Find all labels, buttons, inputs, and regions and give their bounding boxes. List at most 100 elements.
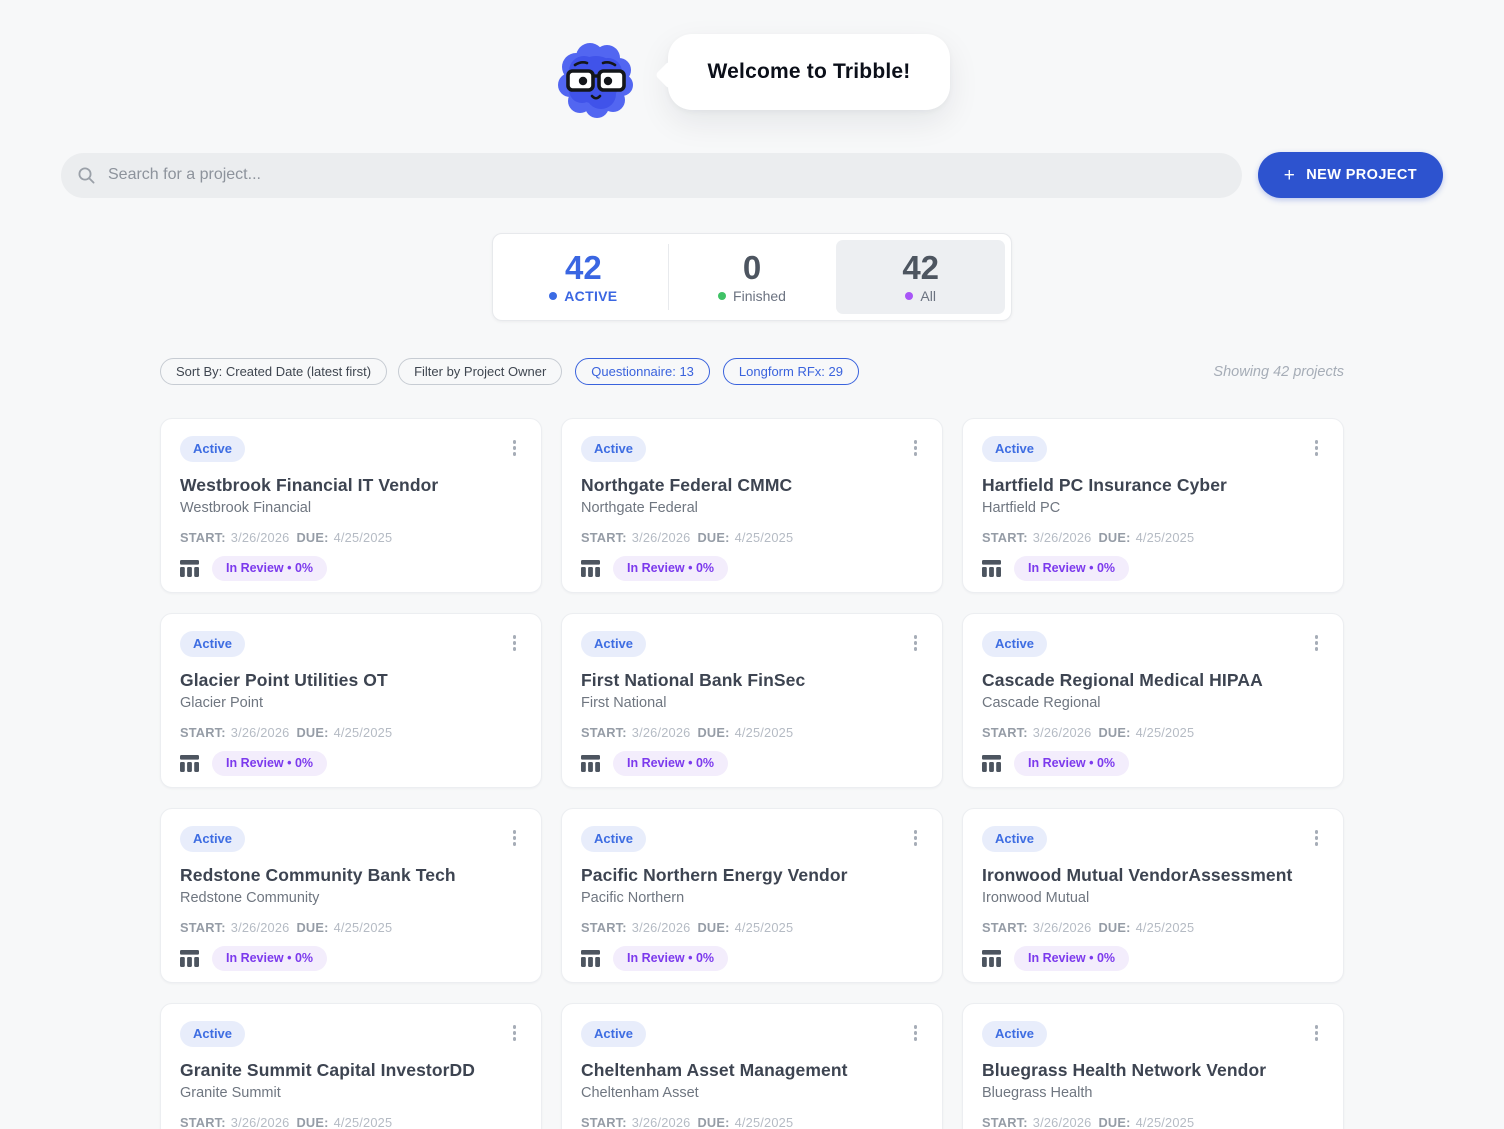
project-dates: START: 3/26/2026 DUE: 4/25/2025	[982, 1115, 1324, 1129]
project-subtitle: First National	[581, 694, 667, 711]
project-card[interactable]: Active Cheltenham Asset Management Chelt…	[561, 1003, 943, 1129]
start-date: 3/26/2026	[230, 529, 290, 545]
project-stats-card: 42 ACTIVE 0 Finished 42 All	[492, 233, 1012, 321]
review-progress-badge: In Review • 0%	[1014, 945, 1130, 971]
status-badge: Active	[982, 1021, 1048, 1047]
kebab-menu-icon[interactable]	[507, 1021, 523, 1045]
start-date: 3/26/2026	[1032, 529, 1092, 545]
status-badge: Active	[180, 826, 246, 852]
due-date: 4/25/2025	[734, 1114, 794, 1129]
kebab-menu-icon[interactable]	[908, 436, 924, 460]
stat-active-value: 42	[564, 248, 602, 286]
project-card[interactable]: Active Hartfield PC Insurance Cyber Hart…	[962, 418, 1344, 593]
project-subtitle: Hartfield PC	[982, 499, 1061, 516]
kebab-menu-icon[interactable]	[1309, 1021, 1325, 1045]
kebab-menu-icon[interactable]	[1309, 826, 1325, 850]
stat-finished[interactable]: 0 Finished	[667, 240, 837, 314]
kebab-menu-icon[interactable]	[1309, 631, 1325, 655]
project-card[interactable]: Active Glacier Point Utilities OT Glacie…	[160, 613, 542, 788]
project-card[interactable]: Active Bluegrass Health Network Vendor B…	[962, 1003, 1344, 1129]
start-label: START:	[581, 919, 627, 935]
project-search-box[interactable]	[61, 152, 1242, 198]
kebab-menu-icon[interactable]	[908, 826, 924, 850]
project-title: Cheltenham Asset Management	[581, 1059, 848, 1080]
kebab-menu-icon[interactable]	[507, 826, 523, 850]
start-date: 3/26/2026	[631, 1114, 691, 1129]
project-dates: START: 3/26/2026 DUE: 4/25/2025	[581, 920, 923, 935]
project-title: First National Bank FinSec	[581, 669, 806, 690]
project-card[interactable]: Active Redstone Community Bank Tech Reds…	[160, 808, 542, 983]
start-label: START:	[180, 529, 226, 545]
start-date: 3/26/2026	[1032, 724, 1092, 740]
due-date: 4/25/2025	[1135, 529, 1195, 545]
stat-active[interactable]: 42 ACTIVE	[499, 240, 668, 314]
project-card[interactable]: Active Pacific Northern Energy Vendor Pa…	[561, 808, 943, 983]
new-project-button[interactable]: + NEW PROJECT	[1257, 152, 1443, 198]
review-progress-badge: In Review • 0%	[613, 750, 729, 776]
status-badge: Active	[180, 436, 246, 462]
stat-all-value: 42	[902, 248, 940, 286]
project-card[interactable]: Active Northgate Federal CMMC Northgate …	[561, 418, 943, 593]
sort-by-chip[interactable]: Sort By: Created Date (latest first)	[160, 358, 388, 385]
due-label: DUE:	[296, 724, 329, 740]
start-label: START:	[581, 724, 627, 740]
start-label: START:	[180, 1114, 226, 1129]
due-label: DUE:	[1098, 919, 1131, 935]
due-label: DUE:	[296, 919, 329, 935]
review-progress-badge: In Review • 0%	[613, 555, 729, 581]
start-label: START:	[982, 724, 1028, 740]
status-badge: Active	[581, 631, 647, 657]
status-badge: Active	[581, 1021, 647, 1047]
start-label: START:	[982, 919, 1028, 935]
project-dates: START: 3/26/2026 DUE: 4/25/2025	[180, 920, 522, 935]
review-progress-badge: In Review • 0%	[613, 945, 729, 971]
project-card[interactable]: Active Granite Summit Capital InvestorDD…	[160, 1003, 542, 1129]
start-date: 3/26/2026	[631, 724, 691, 740]
stat-active-label: ACTIVE	[564, 288, 618, 305]
project-title: Glacier Point Utilities OT	[180, 669, 388, 690]
plus-icon: +	[1283, 164, 1296, 186]
due-date: 4/25/2025	[734, 724, 794, 740]
table-icon	[180, 559, 199, 577]
table-icon	[581, 949, 600, 967]
active-status-dot	[549, 292, 558, 301]
search-input[interactable]	[108, 166, 1226, 184]
new-project-label: NEW PROJECT	[1306, 167, 1417, 183]
start-date: 3/26/2026	[1032, 1114, 1092, 1129]
project-subtitle: Bluegrass Health	[982, 1084, 1093, 1101]
start-date: 3/26/2026	[230, 724, 290, 740]
start-label: START:	[180, 919, 226, 935]
project-card[interactable]: Active Cascade Regional Medical HIPAA Ca…	[962, 613, 1344, 788]
stat-all[interactable]: 42 All	[836, 240, 1006, 314]
start-label: START:	[982, 529, 1028, 545]
project-title: Redstone Community Bank Tech	[180, 864, 456, 885]
questionnaire-chip[interactable]: Questionnaire: 13	[575, 358, 710, 385]
project-title: Pacific Northern Energy Vendor	[581, 864, 848, 885]
project-card[interactable]: Active Ironwood Mutual VendorAssessment …	[962, 808, 1344, 983]
kebab-menu-icon[interactable]	[908, 631, 924, 655]
start-date: 3/26/2026	[230, 919, 290, 935]
project-grid: Active Westbrook Financial IT Vendor Wes…	[160, 418, 1344, 1129]
table-icon	[581, 754, 600, 772]
kebab-menu-icon[interactable]	[507, 631, 523, 655]
status-badge: Active	[180, 1021, 246, 1047]
due-label: DUE:	[697, 724, 730, 740]
due-label: DUE:	[697, 1114, 730, 1129]
longform-rfx-chip[interactable]: Longform RFx: 29	[722, 358, 859, 385]
status-badge: Active	[180, 631, 246, 657]
kebab-menu-icon[interactable]	[908, 1021, 924, 1045]
kebab-menu-icon[interactable]	[1309, 436, 1325, 460]
review-progress-badge: In Review • 0%	[212, 750, 328, 776]
project-card[interactable]: Active First National Bank FinSec First …	[561, 613, 943, 788]
review-progress-badge: In Review • 0%	[1014, 555, 1130, 581]
filter-owner-chip[interactable]: Filter by Project Owner	[398, 358, 563, 385]
project-card[interactable]: Active Westbrook Financial IT Vendor Wes…	[160, 418, 542, 593]
kebab-menu-icon[interactable]	[507, 436, 523, 460]
start-label: START:	[581, 529, 627, 545]
start-date: 3/26/2026	[1032, 919, 1092, 935]
hero-section: Welcome to Tribble!	[0, 34, 1504, 122]
project-title: Northgate Federal CMMC	[581, 474, 793, 495]
showing-projects-text: Showing 42 projects	[1213, 363, 1344, 380]
project-subtitle: Pacific Northern	[581, 889, 685, 906]
due-date: 4/25/2025	[1135, 1114, 1195, 1129]
